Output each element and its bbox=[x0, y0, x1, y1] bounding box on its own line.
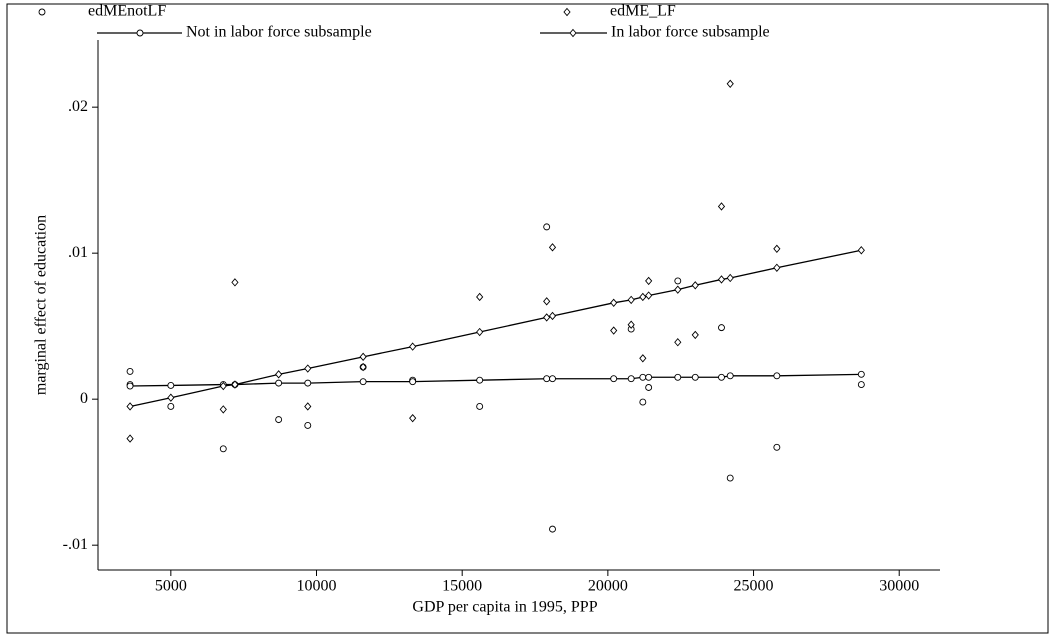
diamond-marker bbox=[674, 338, 682, 347]
y-axis-label: marginal effect of education bbox=[33, 215, 50, 395]
legend-label: edMEnotLF bbox=[88, 3, 166, 20]
diamond-marker bbox=[543, 313, 551, 322]
diamond-marker bbox=[359, 362, 367, 372]
circle-marker bbox=[645, 384, 653, 391]
diamond-marker bbox=[639, 292, 647, 302]
circle-marker bbox=[136, 29, 144, 37]
diamond-marker bbox=[645, 291, 653, 300]
diamond-marker bbox=[639, 354, 647, 363]
diamond-marker bbox=[126, 434, 134, 443]
circle-marker bbox=[857, 381, 865, 389]
y-tick-label: 0 bbox=[80, 390, 88, 407]
diamond-marker bbox=[691, 330, 699, 340]
legend-label: In labor force subsample bbox=[611, 24, 770, 41]
diamond-marker bbox=[857, 246, 865, 255]
circle-marker bbox=[476, 376, 484, 384]
circle-marker bbox=[38, 8, 46, 16]
diamond-marker bbox=[569, 28, 577, 38]
diamond-marker bbox=[219, 381, 227, 391]
x-tick-label: 5000 bbox=[155, 578, 187, 595]
diamond-marker bbox=[476, 327, 484, 337]
diamond-marker bbox=[548, 243, 557, 252]
diamond-marker bbox=[773, 244, 781, 253]
x-axis-label: GDP per capita in 1995, PPP bbox=[412, 599, 597, 616]
circle-marker bbox=[543, 375, 551, 383]
circle-marker bbox=[726, 474, 734, 482]
circle-marker bbox=[126, 367, 134, 375]
circle-marker bbox=[304, 379, 312, 387]
diamond-marker bbox=[548, 311, 557, 321]
diamond-marker bbox=[476, 292, 484, 302]
fit-line bbox=[130, 373, 862, 387]
diamond-marker bbox=[627, 320, 635, 329]
circle-marker bbox=[476, 403, 484, 410]
circle-marker bbox=[219, 445, 227, 453]
y-tick-label: .01 bbox=[68, 244, 88, 261]
diamond-marker bbox=[219, 405, 227, 414]
circle-marker bbox=[359, 378, 367, 386]
x-tick-label: 20000 bbox=[588, 578, 628, 595]
x-tick-label: 30000 bbox=[879, 578, 919, 595]
diamond-marker bbox=[726, 79, 734, 88]
circle-marker bbox=[543, 223, 551, 231]
diamond-marker bbox=[563, 7, 571, 17]
circle-marker bbox=[639, 398, 647, 406]
x-tick-label: 15000 bbox=[442, 578, 482, 595]
diamond-marker bbox=[717, 202, 726, 211]
diamond-marker bbox=[304, 364, 312, 373]
diamond-marker bbox=[126, 402, 134, 411]
diamond-marker bbox=[409, 342, 417, 351]
diamond-marker bbox=[691, 281, 699, 290]
circle-marker bbox=[126, 382, 134, 390]
y-tick-label: .02 bbox=[68, 98, 88, 115]
fit-line bbox=[129, 249, 862, 408]
x-tick-label: 25000 bbox=[734, 578, 774, 595]
diamond-marker bbox=[717, 275, 726, 284]
circle-marker bbox=[773, 443, 781, 451]
diamond-marker bbox=[304, 402, 312, 411]
circle-marker bbox=[549, 375, 556, 383]
circle-marker bbox=[674, 373, 682, 381]
circle-marker bbox=[167, 381, 175, 389]
diamond-marker bbox=[167, 393, 175, 402]
diamond-marker bbox=[231, 380, 239, 389]
frame bbox=[6, 3, 1049, 634]
y-tick-label: -.01 bbox=[63, 536, 88, 553]
diamond-marker bbox=[627, 295, 635, 305]
circle-marker bbox=[857, 370, 865, 378]
circle-marker bbox=[549, 525, 556, 533]
diamond-marker bbox=[610, 298, 618, 308]
circle-marker bbox=[645, 373, 653, 381]
diamond-marker bbox=[409, 413, 417, 423]
legend-label: edME_LF bbox=[610, 3, 676, 20]
diamond-marker bbox=[773, 263, 781, 272]
circle-marker bbox=[275, 416, 283, 424]
diamond-marker bbox=[726, 273, 734, 283]
circle-marker bbox=[639, 373, 647, 381]
circle-marker bbox=[627, 375, 635, 383]
circle-marker bbox=[726, 372, 734, 380]
diamond-marker bbox=[275, 370, 283, 379]
diamond-marker bbox=[674, 285, 682, 294]
x-tick-label: 10000 bbox=[297, 578, 337, 595]
circle-marker bbox=[275, 379, 283, 387]
diamond-marker bbox=[645, 276, 653, 286]
circle-marker bbox=[409, 378, 417, 386]
circle-marker bbox=[691, 373, 699, 381]
circle-marker bbox=[610, 375, 618, 383]
circle-marker bbox=[304, 422, 312, 429]
diamond-marker bbox=[610, 326, 618, 335]
circle-marker bbox=[773, 372, 781, 380]
legend-label: Not in labor force subsample bbox=[186, 24, 372, 41]
circle-marker bbox=[718, 324, 725, 332]
diamond-marker bbox=[359, 352, 367, 362]
diamond-marker bbox=[231, 278, 239, 287]
diamond-marker bbox=[543, 297, 551, 306]
circle-marker bbox=[167, 403, 175, 410]
circle-marker bbox=[674, 277, 682, 285]
circle-marker bbox=[718, 373, 725, 381]
